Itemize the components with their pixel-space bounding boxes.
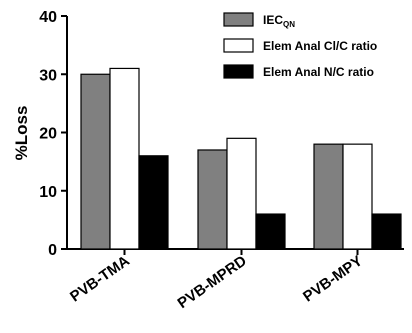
bars-group bbox=[80, 67, 402, 250]
x-tick-label: PVB-MPRD bbox=[174, 252, 249, 312]
legend-swatch-3 bbox=[223, 64, 254, 79]
x-axis: PVB-TMA PVB-MPRD PVB-MPY bbox=[66, 248, 404, 312]
y-tick-label: 0 bbox=[48, 242, 57, 259]
bar-pvb-tma-series-2 bbox=[109, 67, 140, 250]
y-tick-label: 30 bbox=[39, 67, 57, 84]
bar-pvb-mpy-series-2 bbox=[342, 143, 373, 250]
y-tick-label: 40 bbox=[39, 9, 57, 26]
bar-pvb-mprd-series-2 bbox=[226, 137, 257, 250]
bar-pvb-tma-series-3 bbox=[138, 155, 169, 250]
legend-label-2: Elem Anal Cl/C ratio bbox=[263, 39, 377, 53]
legend-label-1: IECQN bbox=[263, 13, 295, 29]
y-axis-label: %Loss bbox=[12, 106, 31, 161]
x-tick-label: PVB-MPY bbox=[300, 252, 366, 305]
bar-pvb-mprd-series-3 bbox=[255, 213, 286, 250]
y-tick-label: 10 bbox=[39, 184, 57, 201]
bar-pvb-mpy-series-3 bbox=[371, 213, 402, 250]
x-tick-label: PVB-TMA bbox=[67, 252, 133, 305]
bar-pvb-mprd-series-1 bbox=[197, 149, 228, 250]
y-tick-label: 20 bbox=[39, 126, 57, 143]
bar-pvb-tma-series-1 bbox=[80, 73, 111, 250]
legend-swatch-1 bbox=[223, 12, 254, 27]
bar-pvb-mpy-series-1 bbox=[313, 143, 344, 250]
y-axis: 0 10 20 30 40 bbox=[39, 9, 68, 259]
legend-label-3: Elem Anal N/C ratio bbox=[263, 65, 374, 79]
legend-swatch-2 bbox=[223, 38, 254, 53]
legend: IECQN Elem Anal Cl/C ratio Elem Anal N/C r… bbox=[223, 12, 377, 79]
